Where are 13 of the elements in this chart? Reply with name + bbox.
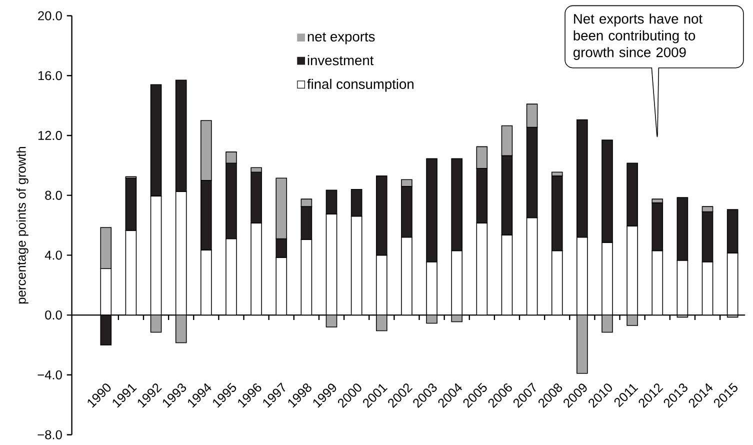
legend-label: net exports: [308, 32, 375, 44]
y-tick-label: 12.0: [38, 131, 62, 140]
y-tick-label: −4.0: [38, 370, 62, 380]
y-tick-label: 16.0: [38, 71, 62, 80]
legend-label: final consumption: [307, 79, 414, 92]
legend-label: investment: [308, 55, 374, 66]
y-tick-label: 20.0: [38, 11, 62, 21]
y-tick-label: 0.0: [45, 310, 62, 320]
annotation: Net exports have not been contributing to growth since 2009: [574, 14, 702, 60]
y-tick-label: −8.0: [38, 430, 62, 440]
y-axis-title: percentage points of growth: [16, 147, 28, 304]
y-tick-label: 4.0: [44, 250, 62, 260]
y-tick-label: 8.0: [45, 190, 62, 200]
